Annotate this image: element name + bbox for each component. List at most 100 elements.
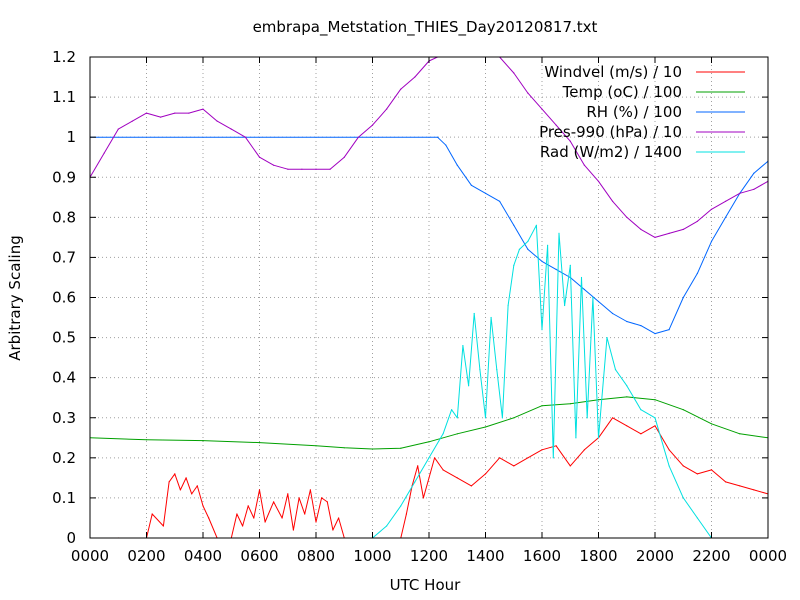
data-point xyxy=(468,385,470,387)
data-point xyxy=(301,168,303,170)
data-point xyxy=(606,337,608,339)
data-point xyxy=(428,457,430,459)
data-point xyxy=(445,144,447,146)
data-point xyxy=(575,437,577,439)
y-tick-label: 1.2 xyxy=(52,48,76,66)
y-tick-label: 0.4 xyxy=(52,369,76,387)
data-point xyxy=(513,417,515,419)
data-point xyxy=(196,485,198,487)
data-point xyxy=(244,136,246,138)
data-point xyxy=(580,276,583,279)
series-line-4 xyxy=(90,57,768,238)
legend-label: Pres-990 (hPa) / 10 xyxy=(539,123,682,141)
data-point xyxy=(456,477,458,479)
data-point xyxy=(696,517,699,519)
data-point xyxy=(258,156,261,158)
data-point xyxy=(264,521,266,523)
data-point xyxy=(535,224,538,226)
data-point xyxy=(597,437,600,439)
data-point xyxy=(309,489,311,491)
y-tick-label: 1 xyxy=(66,128,76,146)
series-line-3 xyxy=(90,136,768,335)
data-point xyxy=(436,136,439,138)
data-point xyxy=(338,517,340,519)
data-point xyxy=(216,120,218,122)
x-tick-label: 0000 xyxy=(71,547,109,565)
chart-title: embrapa_Metstation_THIES_Day20120817.txt xyxy=(253,18,598,37)
data-point xyxy=(501,417,503,419)
data-point xyxy=(208,517,210,519)
data-point xyxy=(145,112,148,114)
data-point xyxy=(304,513,306,515)
data-point xyxy=(315,521,317,523)
data-point xyxy=(513,224,515,226)
data-point xyxy=(518,248,521,250)
data-point xyxy=(422,497,424,499)
data-point xyxy=(456,164,458,166)
data-point xyxy=(145,439,148,441)
data-point xyxy=(569,264,571,266)
data-point xyxy=(414,481,416,483)
data-point xyxy=(131,120,133,122)
data-point xyxy=(202,108,204,110)
x-tick-label: 0000 xyxy=(749,547,787,565)
y-tick-label: 0.7 xyxy=(52,248,76,266)
data-point xyxy=(626,320,628,323)
x-tick-label: 1800 xyxy=(579,547,617,565)
data-point xyxy=(541,108,543,110)
data-point xyxy=(696,220,699,222)
data-point xyxy=(541,405,543,407)
data-point xyxy=(614,369,617,371)
data-point xyxy=(725,200,727,202)
y-tick-label: 0 xyxy=(66,529,76,547)
data-point xyxy=(513,264,515,266)
data-point xyxy=(739,485,741,487)
legend: Windvel (m/s) / 10 Temp (oC) / 100 RH (%) … xyxy=(539,63,745,161)
data-point xyxy=(725,216,727,218)
data-point xyxy=(258,489,261,491)
data-point xyxy=(462,345,464,347)
data-point xyxy=(668,449,670,451)
data-point xyxy=(298,497,300,499)
data-point xyxy=(230,128,232,130)
data-point xyxy=(400,505,402,507)
data-point xyxy=(470,485,472,487)
y-tick-label: 0.3 xyxy=(52,409,76,427)
data-point xyxy=(185,477,187,479)
data-point xyxy=(696,473,699,475)
data-point xyxy=(405,513,407,515)
data-point xyxy=(569,465,571,467)
y-tick-label: 0.2 xyxy=(52,449,76,467)
data-point xyxy=(258,442,261,444)
data-point xyxy=(473,312,475,315)
data-point xyxy=(612,200,614,202)
data-point xyxy=(640,409,642,411)
data-point xyxy=(442,469,444,471)
data-point xyxy=(668,329,670,331)
data-point xyxy=(507,304,509,307)
data-point xyxy=(592,296,594,299)
data-point xyxy=(417,465,419,467)
data-point xyxy=(597,399,600,401)
data-point xyxy=(555,268,557,270)
y-tick-label: 1.1 xyxy=(52,88,76,106)
data-point xyxy=(499,457,501,459)
data-point xyxy=(103,152,105,154)
data-point xyxy=(558,232,560,234)
x-tick-label: 0400 xyxy=(184,547,222,565)
data-point xyxy=(586,417,588,419)
data-point xyxy=(456,433,458,435)
data-point xyxy=(386,525,388,527)
data-point xyxy=(371,124,374,126)
x-tick-label: 1000 xyxy=(353,547,391,565)
x-axis-label: UTC Hour xyxy=(390,576,461,594)
legend-label: Temp (oC) / 100 xyxy=(562,83,682,101)
data-point xyxy=(513,72,515,74)
data-point xyxy=(281,517,283,519)
data-point xyxy=(612,312,614,315)
data-point xyxy=(479,369,481,371)
data-point xyxy=(583,164,586,166)
data-point xyxy=(739,192,741,194)
y-axis-label: Arbitrary Scaling xyxy=(6,235,24,361)
